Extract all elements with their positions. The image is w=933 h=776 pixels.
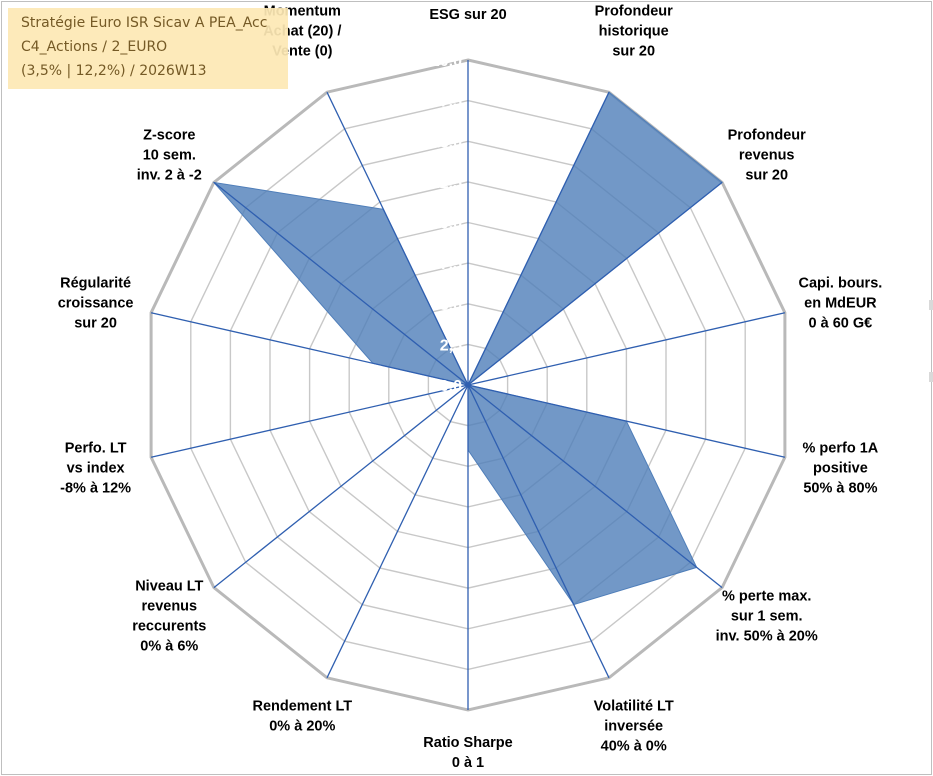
axis-label-line: sur 1 sem. [731, 609, 803, 625]
axis-label-line: 0 à 1 [452, 755, 484, 771]
axis-label-line: inv. 50% à 20% [716, 629, 818, 645]
axis-label: Capi. bours. en MdEUR 0 à 60 G€ [799, 276, 883, 332]
axis-line [467, 181, 723, 386]
axis-label-line: Ratio Sharpe [423, 735, 512, 751]
axis-label-line: vs index [67, 460, 125, 476]
tick-label: 2,5 [440, 337, 462, 354]
tick-label: 5,0 [440, 297, 462, 314]
axis-label-line: Note [452, 0, 484, 3]
axis-label-line: 0% à 20% [269, 718, 335, 734]
tick-label: 7,5 [440, 256, 462, 273]
radar-tick-labels: 0,0 2,5 5,0 7,5 10,0 12,5 15,0 17,5 20,0 [431, 53, 462, 395]
axis-label-line: 50% à 80% [803, 480, 877, 496]
axis-line [326, 384, 469, 679]
axis-label: % perte max. sur 1 sem. inv. 50% à 20% [716, 589, 818, 645]
axis-label: Perfo. LT vs index -8% à 12% [60, 440, 131, 496]
axis-line [213, 181, 469, 386]
title-line-2: C4_Actions / 2_EURO [21, 39, 168, 55]
axis-label-line: Rendement LT [252, 698, 352, 714]
axis-label-line: revenus [141, 599, 197, 615]
tick-label: 10,0 [431, 216, 462, 233]
axis-label: % perfo 1A positive 50% à 80% [803, 440, 879, 496]
radar-axis-lines [150, 60, 786, 710]
axis-label-line: sur 20 [745, 167, 788, 183]
axis-label-line: positive [813, 460, 868, 476]
axis-label-line: Niveau LT [135, 579, 203, 595]
axis-label-line: 0 à 60 G€ [809, 316, 873, 332]
title-line-1: Stratégie Euro ISR Sicav A PEA_Acc [21, 15, 268, 31]
axis-label-line: sur 20 [612, 44, 655, 60]
axis-label-line: Profondeur [595, 4, 673, 20]
tick-label: 0,0 [440, 378, 462, 395]
axis-label-line: Z-score [143, 127, 195, 143]
axis-label: Note ESG sur 20 [429, 0, 506, 23]
axis-label: Ratio Sharpe 0 à 1 [423, 735, 512, 771]
axis-line [467, 384, 786, 458]
axis-label-line: 40% à 0% [601, 738, 667, 754]
tick-label: 17,5 [431, 94, 462, 111]
axis-label-line: en MdEUR [804, 296, 877, 312]
axis-line [326, 91, 469, 386]
axis-label: Régularité croissance sur 20 [58, 276, 134, 332]
axis-line [150, 384, 469, 458]
axis-label: Rendement LT 0% à 20% [252, 698, 352, 734]
axis-label-line: Régularité [60, 276, 131, 292]
axis-label-line: reccurents [132, 619, 206, 635]
axis-label: Profondeur historique sur 20 [595, 4, 673, 60]
axis-label-line: ESG sur 20 [429, 7, 506, 23]
axis-line [467, 384, 610, 679]
axis-line [467, 384, 723, 589]
axis-label: Profondeur revenus sur 20 [728, 127, 806, 183]
axis-label-line: inv. 2 à -2 [137, 167, 202, 183]
axis-label-line: inversée [604, 718, 663, 734]
axis-label-line: Capi. bours. [799, 276, 883, 292]
axis-label-line: historique [599, 24, 669, 40]
axis-label-line: % perte max. [722, 589, 811, 605]
axis-line [467, 91, 610, 386]
axis-line [213, 384, 469, 589]
axis-line [467, 312, 786, 386]
axis-label-line: croissance [58, 296, 134, 312]
axis-label-line: -8% à 12% [60, 480, 131, 496]
chart-title-box: Stratégie Euro ISR Sicav A PEA_Acc C4_Ac… [8, 8, 288, 89]
axis-label-line: Profondeur [728, 127, 806, 143]
scroll-mark [929, 300, 933, 310]
axis-label-line: Perfo. LT [65, 440, 127, 456]
scroll-mark [929, 372, 933, 382]
axis-label-line: 0% à 6% [140, 639, 198, 655]
axis-label: Z-score 10 sem. inv. 2 à -2 [137, 127, 202, 183]
tick-label: 12,5 [431, 175, 462, 192]
title-line-3: (3,5% | 12,2%) / 2026W13 [21, 63, 207, 79]
axis-label: Volatilité LT inversée 40% à 0% [594, 698, 674, 754]
axis-line [150, 312, 469, 386]
tick-label: 20,0 [431, 53, 462, 70]
axis-label-line: 10 sem. [143, 147, 196, 163]
tick-label: 15,0 [431, 134, 462, 151]
axis-label-line: revenus [739, 147, 795, 163]
axis-label: Niveau LT revenus reccurents 0% à 6% [132, 579, 206, 655]
axis-label-line: Volatilité LT [594, 698, 674, 714]
axis-label-line: sur 20 [74, 316, 117, 332]
axis-label-line: % perfo 1A [803, 440, 879, 456]
radar-axis-labels: Note ESG sur 20 Profondeur historique sur 20… [58, 0, 883, 771]
